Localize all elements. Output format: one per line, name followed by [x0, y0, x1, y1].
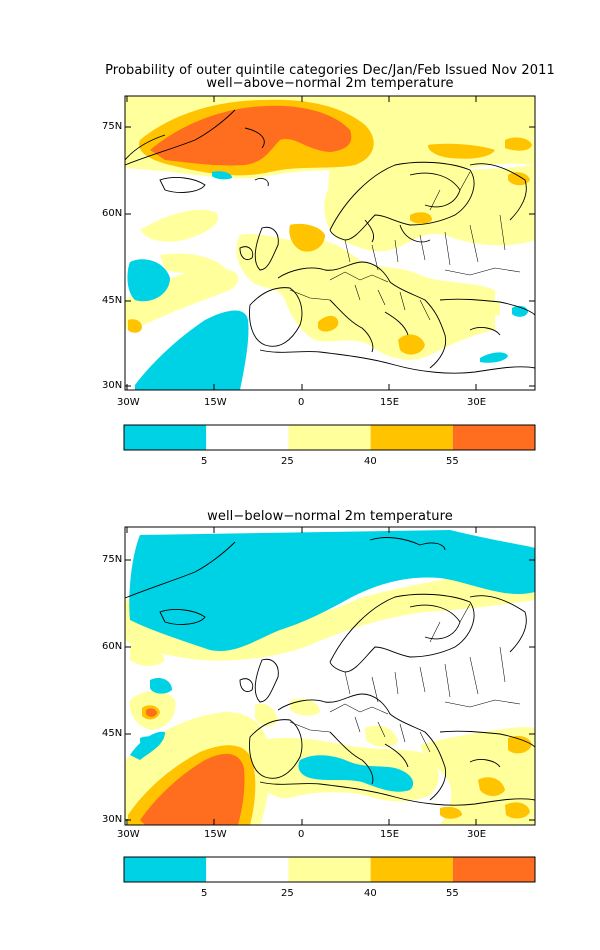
panel-1-colorbar-swatch-3: [288, 425, 371, 450]
panel-1-lat-label-75n: 75N: [102, 121, 123, 132]
panel-2-lon-label-0: 0: [298, 829, 305, 840]
panel-1-colorbar-label-40: 40: [364, 456, 377, 467]
panel-1-coastlines: [125, 109, 535, 374]
panel-2-lat-label-75n: 75N: [102, 554, 123, 565]
panel-2-lon-label-30w: 30W: [117, 829, 140, 840]
panel-2-colorbar: [123, 856, 536, 883]
panel-1-lon-label-0: 0: [298, 397, 305, 408]
panel-1-lon-label-30w: 30W: [117, 397, 140, 408]
figure-title: Probability of outer quintile categories…: [105, 63, 555, 78]
panel-2-lon-label-15e: 15E: [380, 829, 400, 840]
panel-2-lon-label-30e: 30E: [467, 829, 487, 840]
panel-1-colorbar-swatch-1: [124, 425, 207, 450]
panel-2-colorbar-label-25: 25: [281, 888, 294, 899]
panel-2-lat-label-45n: 45N: [102, 728, 123, 739]
panel-1-colorbar: [123, 424, 536, 451]
panel-1-lat-label-45n: 45N: [102, 295, 123, 306]
panel-2-colorbar-swatch-3: [288, 857, 371, 882]
panel-2-lat-label-60n: 60N: [102, 641, 123, 652]
panel-2-lon-label-15w: 15W: [204, 829, 227, 840]
panel-2-colorbar-label-5: 5: [201, 888, 208, 899]
panel-1-lon-label-15e: 15E: [380, 397, 400, 408]
panel-2-colorbar-swatch-2: [206, 857, 289, 882]
panel-2-coastlines: [125, 537, 535, 806]
panel-1-colorbar-swatch-5: [452, 425, 535, 450]
panel-2-colorbar-label-40: 40: [364, 888, 377, 899]
panel-2-lat-label-30n: 30N: [102, 814, 123, 825]
panel-1-colorbar-swatch-2: [206, 425, 289, 450]
panel-1-colorbar-swatch-4: [370, 425, 453, 450]
panel-1-colorbar-label-55: 55: [446, 456, 459, 467]
panel-1-lon-label-30e: 30E: [467, 397, 487, 408]
panel-1-lat-label-30n: 30N: [102, 380, 123, 391]
panel-1-lon-label-15w: 15W: [204, 397, 227, 408]
panel-2-probability-field: [125, 527, 535, 825]
panel-2-borders: [289, 603, 521, 753]
panel-1-probability-field: [125, 96, 535, 390]
panel-2-subtitle: well−below−normal 2m temperature: [207, 509, 453, 524]
panel-2-colorbar-swatch-1: [124, 857, 207, 882]
panel-1-colorbar-frame: [123, 424, 536, 451]
panel-2-colorbar-swatch-5: [452, 857, 535, 882]
panel-1-lat-label-60n: 60N: [102, 208, 123, 219]
panel-2-colorbar-frame: [123, 856, 536, 883]
panel-1-colorbar-label-25: 25: [281, 456, 294, 467]
panel-2-colorbar-swatch-4: [370, 857, 453, 882]
panel-1-subtitle: well−above−normal 2m temperature: [206, 76, 454, 91]
panel-1-borders: [289, 171, 521, 321]
panel-1-colorbar-label-5: 5: [201, 456, 208, 467]
panel-2-colorbar-label-55: 55: [446, 888, 459, 899]
